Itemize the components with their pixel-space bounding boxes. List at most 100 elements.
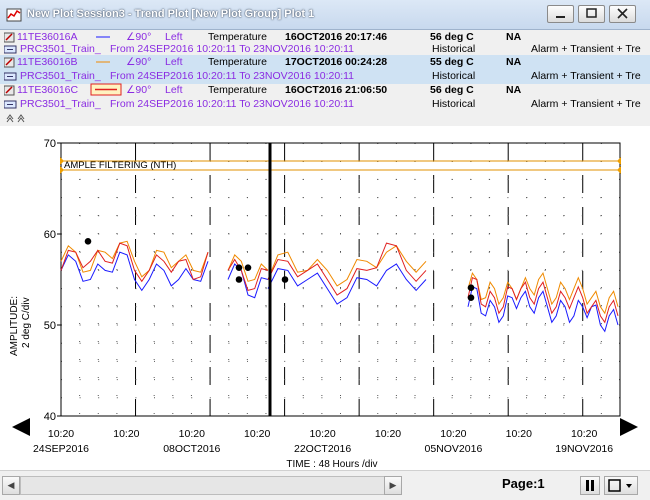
alarm-marker [235,276,243,283]
alarm-marker [244,264,252,271]
pause-icon [586,480,594,491]
maximize-button[interactable] [578,5,605,23]
trace-row-c[interactable]: 11TE36016C ∠90° Left Temperature 16OCT20… [0,83,650,98]
scroll-left-arrow-icon[interactable] [12,418,30,436]
trace-quality: NA [506,84,522,96]
tag-icon [4,57,15,68]
annotation-marker-left [60,157,64,165]
x-tick-time: 10:20 [179,428,205,440]
x-axis-label: TIME : 48 Hours /div [286,459,377,470]
y-tick-label: 60 [44,229,56,241]
trace-timestamp: 17OCT2016 00:24:28 [285,56,388,68]
series-line-11TE36016B [267,245,427,287]
trace-tag: 11TE36016B [17,56,78,68]
trace-axis-side: Left [165,31,183,43]
x-tick-date: 05NOV2016 [425,443,483,455]
close-button[interactable] [609,5,636,23]
scroll-right-arrow-icon[interactable] [620,418,638,436]
window-title: New Plot Session3 - Trend Plot [New Plot… [27,8,315,20]
x-tick-time: 10:20 [440,428,466,440]
series-line-11TE36016C [267,242,427,296]
trace-row-c-detail: PRC3501_Train_ From 24SEP2016 10:20:11 T… [0,97,650,112]
trace-row-a[interactable]: 11TE36016A ∠90° Left Temperature 16OCT20… [0,30,650,45]
x-tick-time: 10:20 [244,428,270,440]
annotation-marker-right [617,166,621,174]
y-axis-label-units: 2 deg C/div [21,297,32,348]
trace-line-sample [95,55,111,70]
trace-tag: 11TE36016A [17,31,78,43]
trace-value: 55 deg C [430,56,474,68]
tag-icon [4,85,15,96]
trace-mode: Historical [432,43,476,55]
trace-row-b[interactable]: 11TE36016B ∠90° Left Temperature 17OCT20… [0,55,650,84]
x-tick-time: 10:20 [113,428,139,440]
chain-icon [4,45,17,54]
x-tick-time: 10:20 [571,428,597,440]
alarm-markers [84,237,475,301]
page-indicator: Page:1 [502,476,545,491]
trace-description: Temperature [208,56,267,68]
trace-quality: NA [506,31,522,43]
chain-icon [4,72,17,81]
plot-background [0,126,650,470]
series-line-11TE36016A [467,286,619,333]
collapse-legend-icon[interactable] [6,114,28,124]
trace-range: From 24SEP2016 10:20:11 To 23NOV2016 10:… [110,70,355,82]
series-line-11TE36016A [267,263,427,305]
trace-timestamp: 16OCT2016 20:17:46 [285,31,388,43]
minimize-icon [556,16,565,18]
trace-angle: ∠90° [126,56,152,68]
series-line-11TE36016B [467,271,619,315]
y-tick-label: 40 [44,411,56,423]
trace-axis-side: Left [165,84,183,96]
chain-icon [4,100,17,109]
alarm-marker [281,276,289,283]
trace-row-b-detail: PRC3501_Train_ From 24SEP2016 10:20:11 T… [0,69,650,84]
alarm-marker [235,264,243,271]
trace-description: Temperature [208,31,267,43]
series-line-11TE36016C [467,277,619,324]
trace-line-sample [95,30,111,45]
annotation-label: AMPLE FILTERING (NTH) [64,160,176,171]
x-tick-time: 10:20 [506,428,532,440]
trend-plot[interactable]: AMPLE FILTERING (NTH) 70 60 50 40 AMPLITUDE… [0,126,650,470]
scroll-right-button[interactable]: ▶ [384,476,402,495]
x-axis-ticks: 10:20 24SEP2016 10:20 10:20 08OCT2016 10:20 10… [33,428,613,455]
y-axis-ticks: 70 60 50 40 [44,138,61,423]
trace-range: From 24SEP2016 10:20:11 To 23NOV2016 10:… [110,98,355,110]
series-layer [60,240,619,333]
series-line-11TE36016A [60,251,209,292]
x-tick-date: 08OCT2016 [163,443,220,455]
plot-frame [60,142,621,417]
horizontal-scrollbar[interactable] [20,476,400,495]
x-tick-time: 10:20 [375,428,401,440]
trace-angle: ∠90° [126,31,152,43]
y-tick-label: 70 [44,138,56,150]
trace-range: From 24SEP2016 10:20:11 To 23NOV2016 10:… [110,43,355,55]
trace-mode: Historical [432,98,476,110]
layout-square-icon [608,479,632,492]
alarm-marker [84,237,92,245]
minimize-button[interactable] [547,5,574,23]
trace-description: Temperature [208,84,267,96]
x-tick-time: 10:20 [48,428,74,440]
trace-source: PRC3501_Train_ [20,43,101,55]
alarm-marker [467,284,475,291]
trace-value: 56 deg C [430,84,474,96]
scroll-left-button[interactable]: ◀ [2,476,20,495]
layout-dropdown[interactable] [604,476,638,495]
x-tick-date: 19NOV2016 [555,443,613,455]
x-tick-date: 22OCT2016 [294,443,351,455]
pause-button[interactable] [580,476,600,495]
status-bar: ◀ ▶ Page:1 [0,470,650,500]
annotation-marker-right [617,157,621,165]
trace-timestamp: 16OCT2016 21:06:50 [285,84,388,96]
trace-alarms: Alarm + Transient + Tre [531,98,641,110]
x-tick-time: 10:20 [309,428,335,440]
trace-line-sample [90,83,122,99]
trace-source: PRC3501_Train_ [20,98,101,110]
trace-tag: 11TE36016C [17,84,79,96]
trace-angle: ∠90° [126,84,152,96]
trace-quality: NA [506,56,522,68]
trace-value: 56 deg C [430,31,474,43]
